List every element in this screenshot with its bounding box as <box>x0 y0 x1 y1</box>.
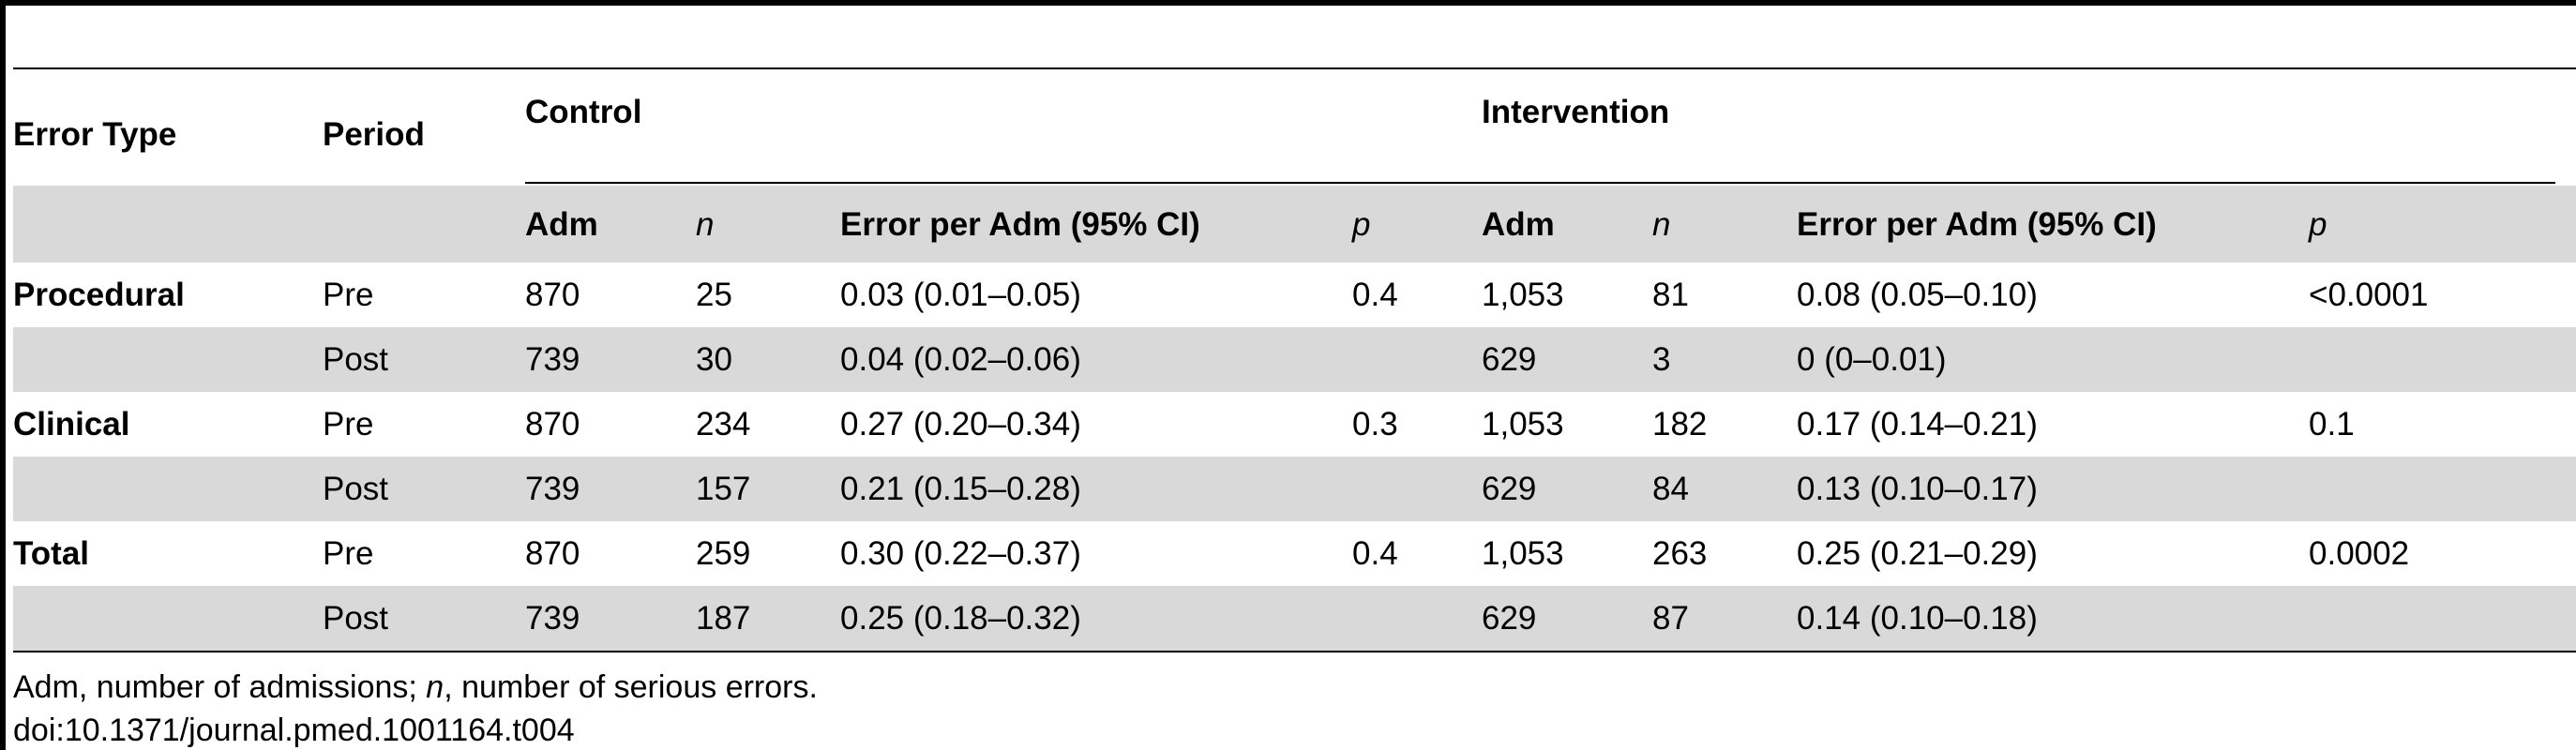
table-body: Procedural Pre 870 25 0.03 (0.01–0.05) 0.4 1,0… <box>13 262 2576 652</box>
header-row-columns: Adm n Error per Adm (95% CI) p Adm n Err… <box>13 186 2576 262</box>
cell-intervention-adm: 629 <box>1482 457 1652 521</box>
cell-intervention-p: 0.0002 <box>2309 535 2410 572</box>
cell-period: Post <box>323 586 525 652</box>
cell-error-type: Procedural <box>13 277 185 313</box>
cell-control-error-per-adm: 0.27 (0.20–0.34) <box>840 406 1081 442</box>
header-error-type: Error Type <box>13 115 177 153</box>
cell-control-p: 0.4 <box>1352 535 1398 572</box>
table-row: Post 739 157 0.21 (0.15–0.28) 629 84 0.13 (0.1… <box>13 457 2576 521</box>
header-blank-period <box>323 186 525 262</box>
table-row: Total Pre 870 259 0.30 (0.22–0.37) 0.4 1,053 26… <box>13 521 2576 586</box>
cell-control-adm: 870 <box>525 277 580 313</box>
cell-control-error-per-adm: 0.04 (0.02–0.06) <box>840 327 1352 392</box>
cell-control-adm: 870 <box>525 406 580 442</box>
cell-control-n: 234 <box>696 406 751 442</box>
cell-control-p: 0.3 <box>1352 406 1398 442</box>
header-control-error-per-adm: Error per Adm (95% CI) <box>840 186 1352 262</box>
cell-control-n: 30 <box>696 327 840 392</box>
table-row: Post 739 187 0.25 (0.18–0.32) 629 87 0.14 (0.1… <box>13 586 2576 652</box>
cell-control-n: 259 <box>696 535 751 572</box>
error-rates-table: Error Type Period Control Intervention A… <box>13 69 2576 652</box>
cell-intervention-p <box>2309 586 2576 652</box>
footnote-n: n <box>426 669 444 705</box>
control-group-rule <box>525 182 1484 184</box>
cell-control-error-per-adm: 0.03 (0.01–0.05) <box>840 277 1081 313</box>
cell-intervention-adm: 1,053 <box>1482 406 1564 442</box>
cell-intervention-n: 81 <box>1652 277 1689 313</box>
cell-intervention-error-per-adm: 0.13 (0.10–0.17) <box>1797 457 2309 521</box>
cell-intervention-n: 182 <box>1652 406 1708 442</box>
footnote-part1: Adm, number of admissions; <box>13 669 427 705</box>
cell-intervention-p: <0.0001 <box>2309 277 2429 313</box>
cell-intervention-n: 87 <box>1652 586 1797 652</box>
cell-control-adm: 870 <box>525 535 580 572</box>
cell-intervention-adm: 1,053 <box>1482 277 1564 313</box>
cell-control-n: 157 <box>696 457 840 521</box>
cell-control-p <box>1352 586 1482 652</box>
header-control-adm: Adm <box>525 186 696 262</box>
cell-intervention-error-per-adm: 0.08 (0.05–0.10) <box>1797 277 2038 313</box>
header-intervention-error-per-adm: Error per Adm (95% CI) <box>1797 186 2309 262</box>
cell-intervention-n: 84 <box>1652 457 1797 521</box>
cell-period: Pre <box>323 535 374 572</box>
cell-intervention-n: 3 <box>1652 327 1797 392</box>
cell-error-type <box>13 457 323 521</box>
cell-intervention-error-per-adm: 0 (0–0.01) <box>1797 327 2309 392</box>
cell-control-error-per-adm: 0.25 (0.18–0.32) <box>840 586 1352 652</box>
header-blank-type <box>13 186 323 262</box>
cell-period: Post <box>323 457 525 521</box>
cell-intervention-error-per-adm: 0.25 (0.21–0.29) <box>1797 535 2038 572</box>
header-intervention-adm: Adm <box>1482 186 1652 262</box>
cell-control-p <box>1352 457 1482 521</box>
cell-control-n: 25 <box>696 277 732 313</box>
cell-intervention-p <box>2309 327 2576 392</box>
cell-error-type: Clinical <box>13 406 130 442</box>
table-row: Clinical Pre 870 234 0.27 (0.20–0.34) 0.3 1,05… <box>13 392 2576 457</box>
table-footnote: Adm, number of admissions; n, number of … <box>13 669 818 706</box>
intervention-group-rule <box>1482 182 2555 184</box>
header-row-groups: Error Type Period Control Intervention <box>13 69 2576 186</box>
header-period: Period <box>323 115 425 153</box>
cell-period: Pre <box>323 406 374 442</box>
top-border-rule <box>0 0 2576 6</box>
table-row: Post 739 30 0.04 (0.02–0.06) 629 3 0 (0–0.01) <box>13 327 2576 392</box>
cell-intervention-p: 0.1 <box>2309 406 2355 442</box>
cell-control-adm: 739 <box>525 327 696 392</box>
table-row: Procedural Pre 870 25 0.03 (0.01–0.05) 0.4 1,0… <box>13 262 2576 327</box>
cell-error-type: Total <box>13 535 90 572</box>
cell-intervention-adm: 629 <box>1482 327 1652 392</box>
cell-control-p: 0.4 <box>1352 277 1398 313</box>
header-control: Control <box>525 94 642 130</box>
cell-period: Post <box>323 327 525 392</box>
cell-control-adm: 739 <box>525 586 696 652</box>
header-intervention: Intervention <box>1482 94 1670 130</box>
cell-intervention-p <box>2309 457 2576 521</box>
cell-error-type <box>13 586 323 652</box>
cell-intervention-error-per-adm: 0.17 (0.14–0.21) <box>1797 406 2038 442</box>
header-control-p: p <box>1352 186 1482 262</box>
cell-intervention-adm: 1,053 <box>1482 535 1564 572</box>
footnote-part2: , number of serious errors. <box>444 669 818 705</box>
cell-period: Pre <box>323 277 374 313</box>
left-border-rule <box>0 0 6 750</box>
header-intervention-group: Intervention <box>1482 69 2576 186</box>
doi-text: doi:10.1371/journal.pmed.1001164.t004 <box>13 712 575 748</box>
header-control-n: n <box>696 186 840 262</box>
cell-intervention-n: 263 <box>1652 535 1708 572</box>
cell-error-type <box>13 327 323 392</box>
cell-control-n: 187 <box>696 586 840 652</box>
header-intervention-n: n <box>1652 186 1797 262</box>
table-top-rule <box>13 68 2576 69</box>
cell-control-error-per-adm: 0.21 (0.15–0.28) <box>840 457 1352 521</box>
cell-intervention-error-per-adm: 0.14 (0.10–0.18) <box>1797 586 2309 652</box>
header-intervention-p: p <box>2309 186 2576 262</box>
header-control-group: Control <box>525 69 1484 186</box>
cell-control-error-per-adm: 0.30 (0.22–0.37) <box>840 535 1081 572</box>
cell-intervention-adm: 629 <box>1482 586 1652 652</box>
cell-control-p <box>1352 327 1482 392</box>
cell-control-adm: 739 <box>525 457 696 521</box>
